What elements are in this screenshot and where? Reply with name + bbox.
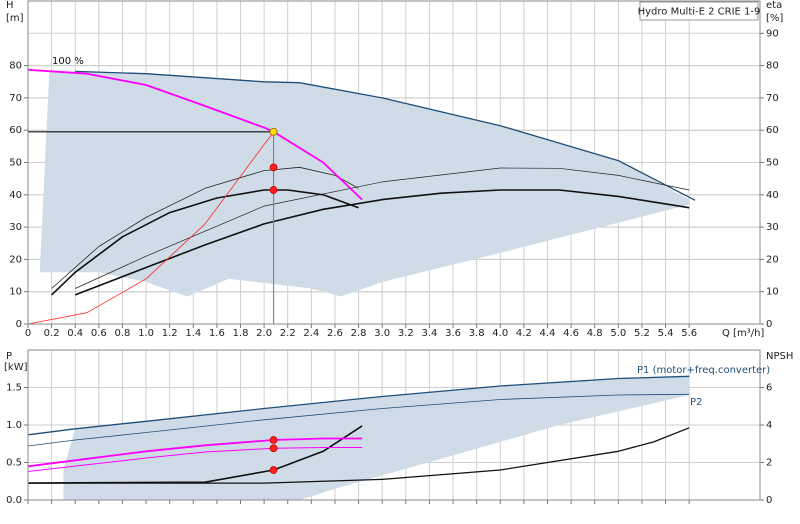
x-tick-label: 5.2 (634, 328, 650, 339)
x-tick-label: 0.2 (44, 328, 60, 339)
x-tick-label: 4.0 (492, 328, 508, 339)
y-tick-label: 10 (9, 287, 22, 298)
axis-label: Q [m³/h] (722, 328, 764, 339)
curve (51, 166, 359, 289)
y2-tick-label: 10 (766, 287, 779, 298)
y2-tick-label: 6 (766, 383, 772, 394)
axis-label: H (6, 0, 14, 11)
x-tick-label: 2.8 (351, 328, 367, 339)
curve (74, 189, 690, 296)
y2-tick-label: 4 (766, 420, 772, 431)
operating-point (269, 186, 278, 194)
x-tick-label: 2.6 (327, 328, 343, 339)
title: Hydro Multi-E 2 CRIE 1-9 (638, 7, 761, 18)
duty-point (269, 127, 278, 136)
x-tick-label: 3.8 (469, 328, 485, 339)
y-tick-label: 20 (9, 254, 22, 265)
x-tick-label: 3.2 (398, 328, 414, 339)
x-tick-label: 2.0 (256, 328, 272, 339)
x-tick-label: 4.6 (563, 328, 579, 339)
x-tick-label: 4.8 (587, 328, 603, 339)
y2-tick-label: 60 (766, 125, 779, 136)
curve (27, 437, 363, 468)
x-tick-label: 2.4 (303, 328, 319, 339)
y-tick-label: 30 (9, 222, 22, 233)
plot-content (27, 1, 760, 325)
curve (27, 393, 690, 447)
x-tick-label: 3.4 (421, 328, 437, 339)
y-tick-label: 70 (9, 93, 22, 104)
y2-tick-label: 80 (766, 61, 779, 72)
y2-tick-label: 0 (766, 495, 772, 506)
operating-point (269, 444, 278, 453)
y-tick-label: 60 (9, 125, 22, 136)
plot-border (27, 0, 761, 325)
x-tick-label: 1.6 (209, 328, 225, 339)
annotation: 100 % (52, 56, 84, 67)
y2-tick-label: 50 (766, 158, 779, 169)
y2-tick-label: 2 (766, 458, 772, 469)
y2-tick-label: 90 (766, 28, 779, 39)
y-tick-label: 1.0 (6, 420, 22, 431)
plot-content (27, 350, 760, 501)
operating-point (269, 163, 278, 172)
plot-border (27, 349, 761, 501)
x-tick-label: 0.4 (67, 328, 83, 339)
x-tick-label: 0.8 (114, 328, 130, 339)
operating-point (269, 466, 278, 474)
x-tick-label: 1.2 (162, 328, 178, 339)
curve (27, 447, 363, 472)
axis-label: [kW] (4, 362, 28, 373)
curve (75, 167, 690, 289)
operating-area (63, 376, 690, 500)
title-box (639, 1, 759, 21)
axis-label: [%] (766, 13, 783, 24)
axis-label: eta (766, 0, 782, 11)
x-tick-label: 1.8 (233, 328, 249, 339)
y2-tick-label: 0 (766, 319, 772, 330)
x-tick-label: 5.4 (658, 328, 674, 339)
x-tick-label: 0.6 (91, 328, 107, 339)
y2-tick-label: 20 (766, 254, 779, 265)
y-tick-label: 0.5 (6, 458, 22, 469)
operating-point (269, 436, 278, 444)
curve (27, 68, 363, 201)
y-tick-label: 50 (9, 158, 22, 169)
y-tick-label: 80 (9, 61, 22, 72)
x-tick-label: 4.4 (540, 328, 556, 339)
y2-tick-label: 40 (766, 190, 779, 201)
y-tick-label: 1.5 (6, 383, 22, 394)
y-tick-label: 0.0 (6, 495, 22, 506)
y2-tick-label: 70 (766, 93, 779, 104)
curve (27, 375, 690, 436)
x-tick-label: 0 (25, 328, 31, 339)
curve (75, 70, 696, 201)
curve (51, 189, 359, 296)
operating-area (39, 71, 690, 297)
axis-label: P (6, 351, 12, 362)
x-tick-label: 1.0 (138, 328, 154, 339)
x-tick-label: 2.2 (280, 328, 296, 339)
axis-label: [m] (6, 13, 24, 24)
x-tick-label: 4.2 (516, 328, 532, 339)
curve (28, 427, 690, 484)
y2-tick-label: 30 (766, 222, 779, 233)
annotation: P2 (690, 397, 702, 408)
x-tick-label: 3.0 (374, 328, 390, 339)
y-tick-label: 0 (16, 319, 22, 330)
x-tick-label: 5.6 (681, 328, 697, 339)
x-tick-label: 3.6 (445, 328, 461, 339)
y-tick-label: 40 (9, 190, 22, 201)
x-tick-label: 1.4 (185, 328, 201, 339)
x-tick-label: 5.0 (610, 328, 626, 339)
curve (27, 131, 274, 325)
axis-label: NPSH (766, 351, 793, 362)
annotation: P1 (motor+freq.converter) (637, 365, 770, 376)
